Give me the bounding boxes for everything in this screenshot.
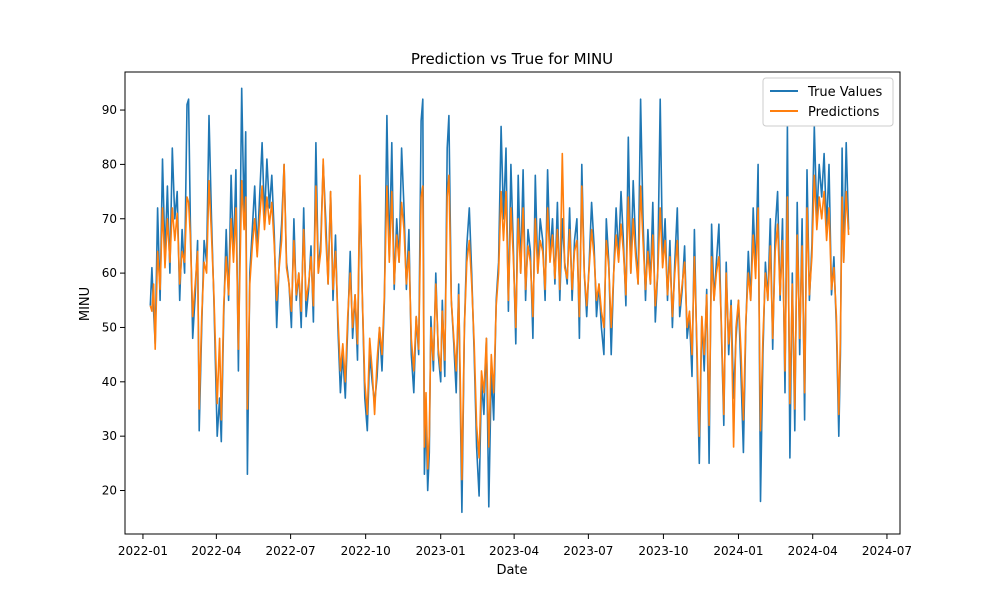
- x-tick-label: 2023-10: [638, 544, 688, 558]
- x-tick-label: 2024-04: [788, 544, 838, 558]
- y-tick-label: 90: [102, 103, 117, 117]
- y-tick-label: 30: [102, 429, 117, 443]
- legend-label-predictions: Predictions: [808, 105, 880, 120]
- plot-area-frame: [124, 71, 901, 535]
- x-tick-label: 2022-01: [118, 544, 168, 558]
- legend: True Values Predictions: [762, 77, 894, 127]
- y-tick-label: 20: [102, 484, 117, 498]
- x-tick-label: 2022-07: [266, 544, 316, 558]
- series-line-predictions: [149, 152, 850, 481]
- x-tick-label: 2023-04: [489, 544, 539, 558]
- y-tick-label: 70: [102, 212, 117, 226]
- y-axis-label: MINU: [78, 287, 93, 321]
- series-layer: [149, 87, 850, 514]
- chart-title: Prediction vs True for MINU: [411, 50, 613, 68]
- x-axis-label: Date: [496, 563, 527, 578]
- x-tick-label: 2023-01: [416, 544, 466, 558]
- x-tick-label: 2023-07: [563, 544, 613, 558]
- ticks-layer: 2022-01 2022-04 2022-07 2022-10 2023-01 2023-…: [102, 103, 912, 558]
- y-tick-label: 50: [102, 320, 117, 334]
- y-tick-label: 80: [102, 157, 117, 171]
- x-tick-label: 2022-10: [341, 544, 391, 558]
- y-tick-label: 40: [102, 375, 117, 389]
- x-tick-label: 2024-07: [862, 544, 912, 558]
- legend-label-true-values: True Values: [807, 85, 882, 100]
- x-tick-label: 2022-04: [191, 544, 241, 558]
- y-tick-label: 60: [102, 266, 117, 280]
- x-tick-label: 2024-01: [713, 544, 763, 558]
